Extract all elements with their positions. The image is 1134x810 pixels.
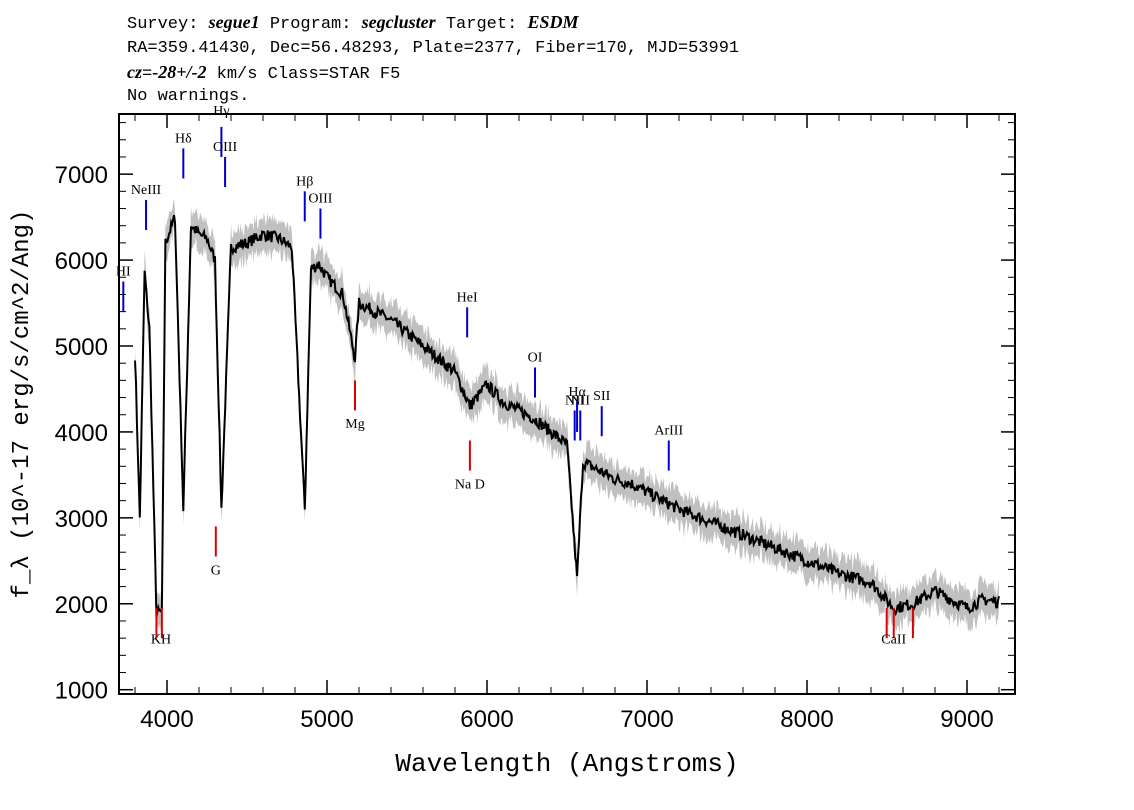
- emission-line-label: OIII: [308, 192, 332, 207]
- spectrum-header-line-1: Survey: segue1 Program: segcluster Targe…: [127, 12, 579, 35]
- plot-frame: [118, 113, 1016, 695]
- emission-line-label: Hγ: [213, 104, 229, 119]
- y-tick-label: 6000: [55, 248, 108, 275]
- emission-line-label: SII: [593, 389, 610, 404]
- absorption-line-label: KH: [151, 632, 171, 647]
- y-tick-label: 2000: [55, 592, 108, 619]
- absorption-line-label: G: [211, 564, 221, 579]
- cz-label: cz: [127, 62, 142, 82]
- emission-line-label: NeIII: [131, 183, 162, 198]
- y-tick-label: 4000: [55, 420, 108, 447]
- x-tick-label: 5000: [300, 706, 353, 733]
- x-tick-label: 6000: [460, 706, 513, 733]
- emission-line-label: OIII: [213, 140, 237, 155]
- emission-line-label: ArIII: [654, 424, 683, 439]
- absorption-line-label: Mg: [345, 417, 364, 432]
- x-tick-label: 4000: [140, 706, 193, 733]
- error-band: [135, 198, 999, 637]
- cz-equals: =: [142, 65, 153, 84]
- x-axis-label: Wavelength (Angstroms): [395, 749, 738, 779]
- emission-line-label: OI: [528, 350, 543, 365]
- y-axis-label: f_λ (10^-17 erg/s/cm^2/Ang): [9, 210, 36, 599]
- emission-line-label: Hα: [568, 385, 586, 400]
- survey-value: segue1: [208, 12, 260, 32]
- survey-label: Survey:: [127, 15, 209, 34]
- emission-line-label: NII: [571, 393, 591, 408]
- warnings-line: No warnings.: [127, 87, 250, 106]
- target-label: Target:: [435, 15, 528, 34]
- cz-unit-class: km/s Class=STAR F5: [206, 65, 401, 84]
- emission-line-label: Hβ: [296, 174, 313, 189]
- flux-line: [134, 214, 1000, 618]
- redshift-line: cz=-28+/-2 km/s Class=STAR F5: [127, 62, 400, 85]
- x-tick-label: 7000: [620, 706, 673, 733]
- y-tick-label: 5000: [55, 334, 108, 361]
- y-tick-label: 7000: [55, 162, 108, 189]
- emission-line-label: HeI: [457, 290, 478, 305]
- emission-line-label: Hδ: [175, 131, 192, 146]
- y-tick-label: 3000: [55, 506, 108, 533]
- axes: 4000 5000 6000 7000 8000 9000 1000 2000 3000 4000…: [55, 114, 1015, 733]
- y-tick-label: 1000: [55, 678, 108, 705]
- cz-value: -28+/-2: [152, 62, 207, 82]
- coordinates-line: RA=359.41430, Dec=56.48293, Plate=2377, …: [127, 39, 740, 58]
- x-tick-label: 8000: [780, 706, 833, 733]
- program-label: Program:: [259, 15, 362, 34]
- target-value: ESDM: [527, 12, 579, 32]
- x-tick-label: 9000: [940, 706, 993, 733]
- absorption-line-label: Na D: [455, 478, 485, 493]
- absorption-line-label: CaII: [881, 632, 906, 647]
- emission-line-label: NII: [565, 393, 585, 408]
- program-value: segcluster: [361, 12, 436, 32]
